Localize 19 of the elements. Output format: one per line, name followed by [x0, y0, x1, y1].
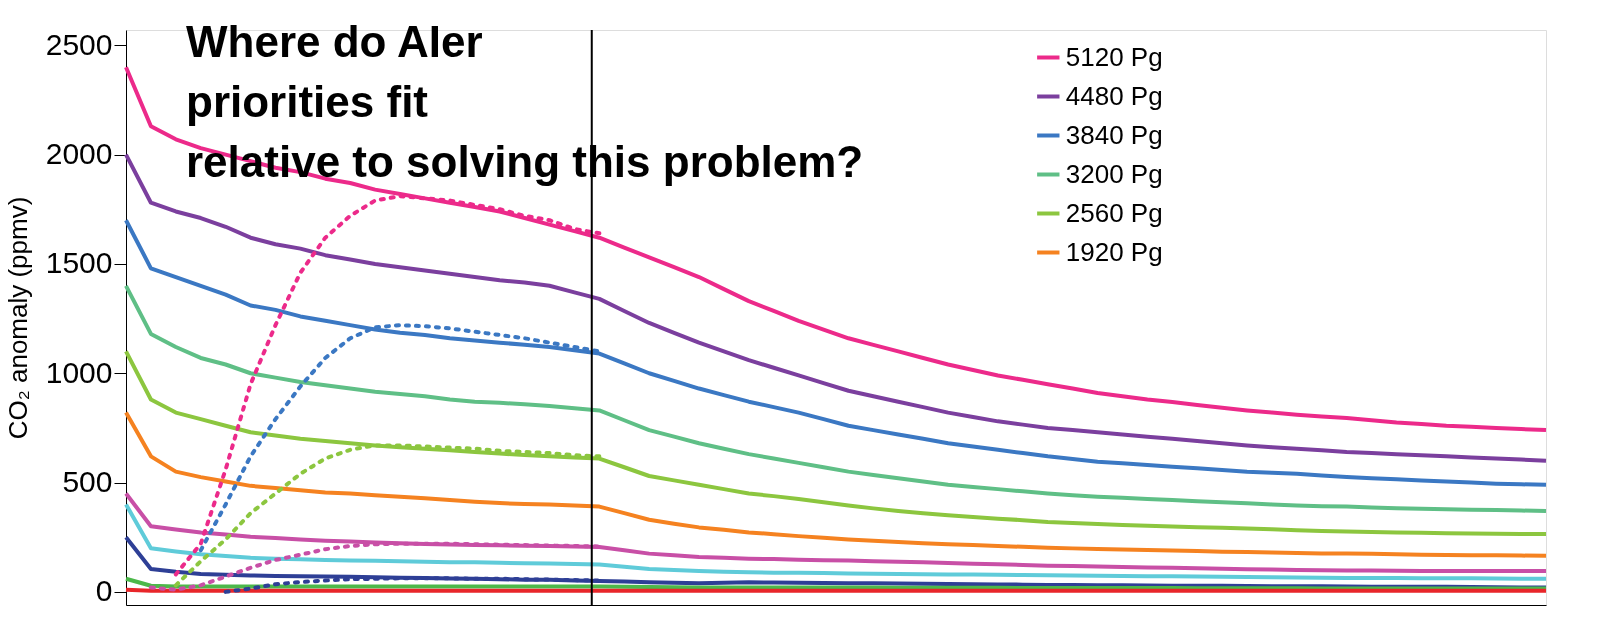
line-series — [124, 576, 1548, 591]
y-tick-label: 1500 — [45, 246, 113, 280]
y-tick-label: 2000 — [45, 137, 113, 171]
legend-label: 3840 Pg — [1065, 119, 1163, 150]
legend-label: 1920 Pg — [1065, 236, 1163, 267]
line-series — [124, 283, 1548, 513]
legend-label: 5120 Pg — [1065, 41, 1163, 72]
legend-label: 4480 Pg — [1065, 80, 1163, 111]
y-tick-label: 1000 — [45, 355, 113, 389]
annotation: priorities fit — [186, 77, 429, 126]
y-tick-label: 0 — [95, 574, 113, 608]
legend-label: 2560 Pg — [1065, 197, 1163, 228]
legend-label: 3200 Pg — [1065, 158, 1163, 189]
y-tick-label: 500 — [62, 465, 113, 499]
line-series — [124, 410, 1548, 558]
line-series — [124, 502, 1548, 581]
annotation: Where do AIer — [186, 17, 483, 66]
y-axis-title: CO₂ anomaly (ppmv) — [2, 196, 33, 440]
y-tick-label: 2500 — [45, 27, 113, 61]
